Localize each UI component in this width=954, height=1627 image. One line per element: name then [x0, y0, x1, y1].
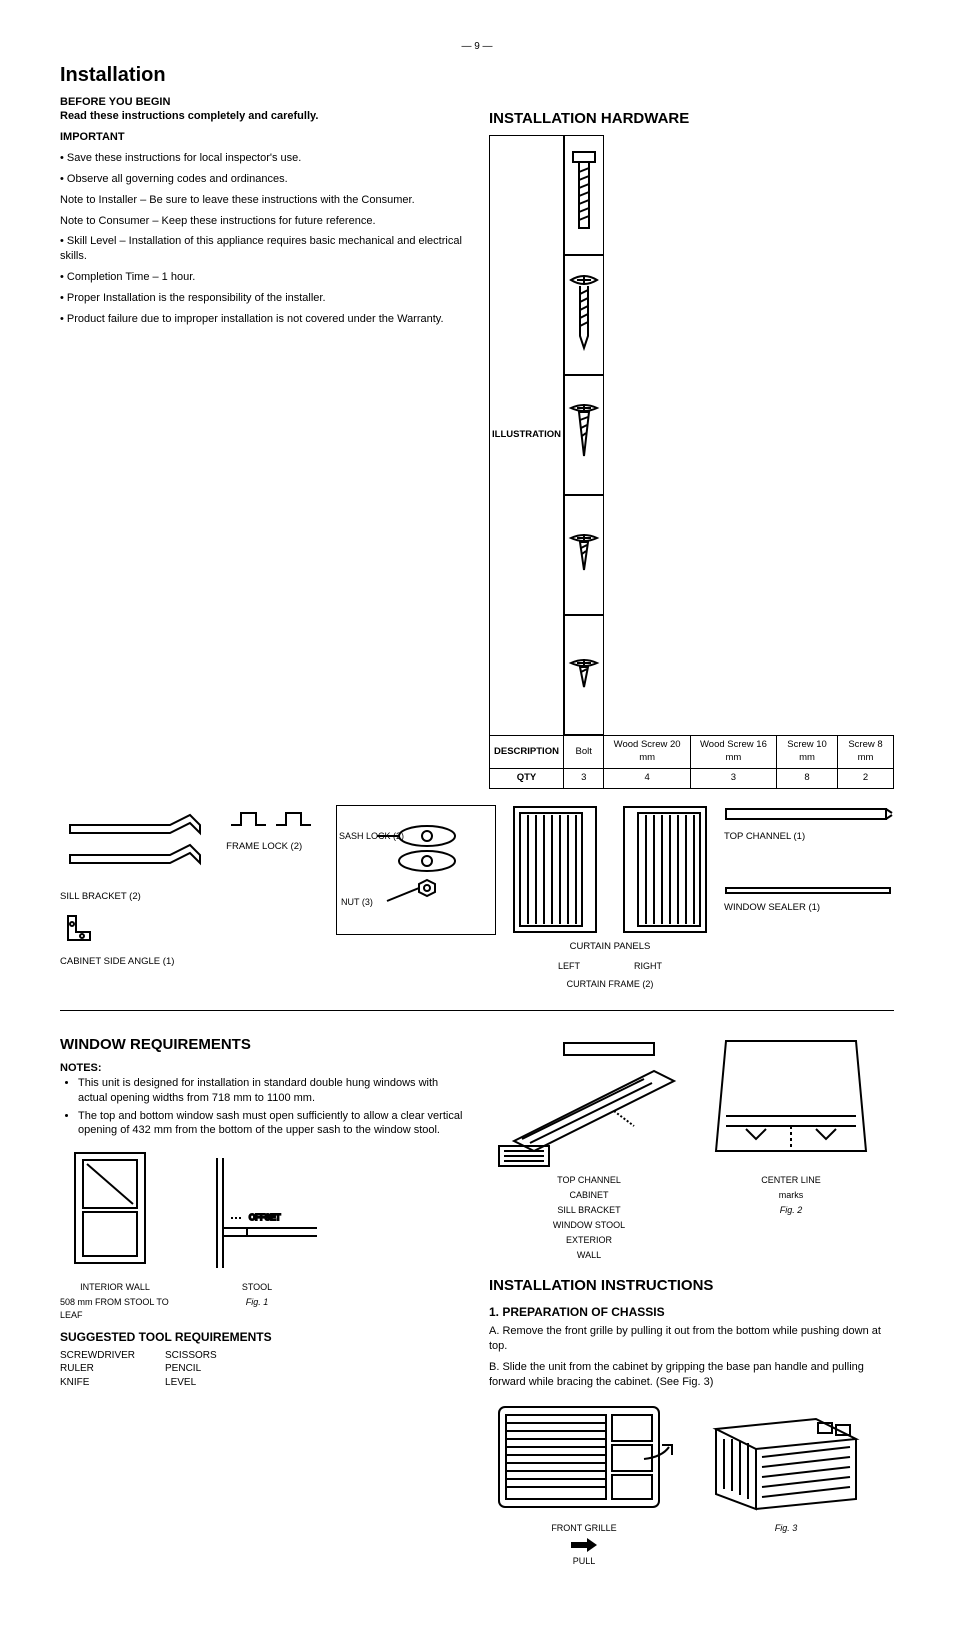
- window-req-title: WINDOW REQUIREMENTS: [60, 1035, 465, 1055]
- hw-qty-4: 2: [838, 768, 894, 788]
- skill-note: • Skill Level – Installation of this app…: [60, 234, 465, 264]
- hw-desc-0: Bolt: [563, 736, 604, 769]
- fig1-window-icon: [65, 1148, 165, 1278]
- fig2-wall: WALL: [577, 1249, 601, 1261]
- step1-title: 1. PREPARATION OF CHASSIS: [489, 1304, 894, 1320]
- sash-lock-nut-icon: [337, 806, 497, 936]
- step1-a: A. Remove the front grille by pulling it…: [489, 1324, 894, 1354]
- tools-title: SUGGESTED TOOL REQUIREMENTS: [60, 1329, 465, 1345]
- fig2-centerline: CENTER LINE: [761, 1174, 821, 1186]
- hw-desc-1: Wood Screw 20 mm: [604, 736, 690, 769]
- hardware-title: INSTALLATION HARDWARE: [489, 109, 894, 129]
- hw-description-header: DESCRIPTION: [490, 736, 564, 769]
- curtain-panels-label: CURTAIN PANELS: [512, 941, 708, 954]
- completion-note: • Completion Time – 1 hour.: [60, 270, 465, 285]
- side-angle-icon: [60, 910, 100, 950]
- svg-text:OFFSET: OFFSET: [249, 1213, 281, 1222]
- fig2-caption: Fig. 2: [780, 1204, 803, 1216]
- fig1-caption: Fig. 1: [246, 1296, 269, 1308]
- fig2-window-stool: WINDOW STOOL: [553, 1219, 625, 1231]
- interior-wall-label: INTERIOR WALL: [80, 1281, 150, 1293]
- important-label: IMPORTANT: [60, 131, 125, 143]
- req-notes-title: NOTES:: [60, 1062, 102, 1074]
- fig3-iso-icon: [696, 1399, 876, 1519]
- hw-illustration-header: ILLUSTRATION: [490, 135, 564, 736]
- hw-desc-3: Screw 10 mm: [777, 736, 838, 769]
- important-line-2: • Observe all governing codes and ordina…: [60, 172, 465, 187]
- sill-bracket-label: SILL BRACKET (2): [60, 891, 210, 904]
- tool-4: PENCIL: [165, 1362, 217, 1376]
- side-angle-label: CABINET SIDE ANGLE (1): [60, 956, 210, 969]
- hw-qty-1: 4: [604, 768, 690, 788]
- curtain-frame-label: CURTAIN FRAME (2): [512, 978, 708, 990]
- fig2-marks: marks: [779, 1189, 804, 1201]
- hw-qty-0: 3: [563, 768, 604, 788]
- top-channel-icon: [724, 805, 894, 825]
- pull-label: PULL: [573, 1555, 596, 1567]
- fig2-topchannel: TOP CHANNEL: [557, 1174, 621, 1186]
- nut-label: NUT (3): [341, 896, 373, 908]
- frame-lock-label: FRAME LOCK (2): [226, 841, 320, 854]
- curtain-right-icon: [622, 805, 708, 935]
- fig2-front-icon: [706, 1031, 876, 1171]
- instr-title: INSTALLATION INSTRUCTIONS: [489, 1276, 894, 1296]
- tool-5: LEVEL: [165, 1376, 217, 1390]
- hw-screw8-icon: [564, 615, 604, 735]
- intro-heading: BEFORE YOU BEGIN Read these instructions…: [60, 95, 465, 125]
- hardware-table: ILLUSTRATION DESCRIPTION: [489, 135, 894, 789]
- frame-lock-icon: [226, 805, 316, 835]
- fig2-sillbracket: SILL BRACKET: [557, 1204, 620, 1216]
- req-note-1: The top and bottom window sash must open…: [78, 1109, 465, 1139]
- fig2-exterior: EXTERIOR: [566, 1234, 612, 1246]
- curtain-right-label: RIGHT: [634, 960, 662, 972]
- fig3-front-grille: FRONT GRILLE: [551, 1522, 616, 1534]
- fig1-stool-icon: OFFSET: [187, 1148, 327, 1278]
- hw-bolt-icon: [564, 135, 604, 255]
- fig3-caption: Fig. 3: [775, 1522, 798, 1534]
- warranty-note: • Product failure due to improper instal…: [60, 312, 465, 327]
- consumer-note: Note to Consumer – Keep these instructio…: [60, 214, 465, 229]
- stool-dim-label: 508 mm FROM STOOL TO LEAF: [60, 1296, 170, 1320]
- curtain-left-label: LEFT: [558, 960, 580, 972]
- tool-1: RULER: [60, 1362, 135, 1376]
- fig2-cabinet: CABINET: [569, 1189, 608, 1201]
- fig2-icon: [494, 1031, 684, 1171]
- disclaimer: • Proper Installation is the responsibil…: [60, 291, 465, 306]
- window-sealer-icon: [724, 886, 894, 896]
- hw-qty-header: QTY: [490, 768, 564, 788]
- tool-2: KNIFE: [60, 1376, 135, 1390]
- page-title: Installation: [60, 62, 894, 89]
- step1-b: B. Slide the unit from the cabinet by gr…: [489, 1360, 894, 1390]
- page-number: — 9 —: [60, 40, 894, 54]
- divider: [60, 1010, 894, 1011]
- important-line-1: • Save these instructions for local insp…: [60, 151, 465, 166]
- sill-bracket-icon: [60, 805, 210, 885]
- pull-arrow-icon: [569, 1538, 599, 1552]
- hw-desc-2: Wood Screw 16 mm: [690, 736, 776, 769]
- sash-lock-label: SASH LOCK (2): [339, 830, 404, 842]
- hw-qty-3: 8: [777, 768, 838, 788]
- hw-wood20-icon: [564, 255, 604, 375]
- hw-wood16-icon: [564, 375, 604, 495]
- curtain-left-icon: [512, 805, 598, 935]
- req-note-0: This unit is designed for installation i…: [78, 1076, 465, 1106]
- installer-note: Note to Installer – Be sure to leave the…: [60, 193, 465, 208]
- window-sealer-label: WINDOW SEALER (1): [724, 902, 894, 915]
- hw-desc-4: Screw 8 mm: [838, 736, 894, 769]
- top-channel-label: TOP CHANNEL (1): [724, 831, 894, 844]
- fig3-front-icon: [494, 1399, 674, 1519]
- hw-qty-2: 3: [690, 768, 776, 788]
- stool-label: STOOL: [242, 1281, 272, 1293]
- hw-screw10-icon: [564, 495, 604, 615]
